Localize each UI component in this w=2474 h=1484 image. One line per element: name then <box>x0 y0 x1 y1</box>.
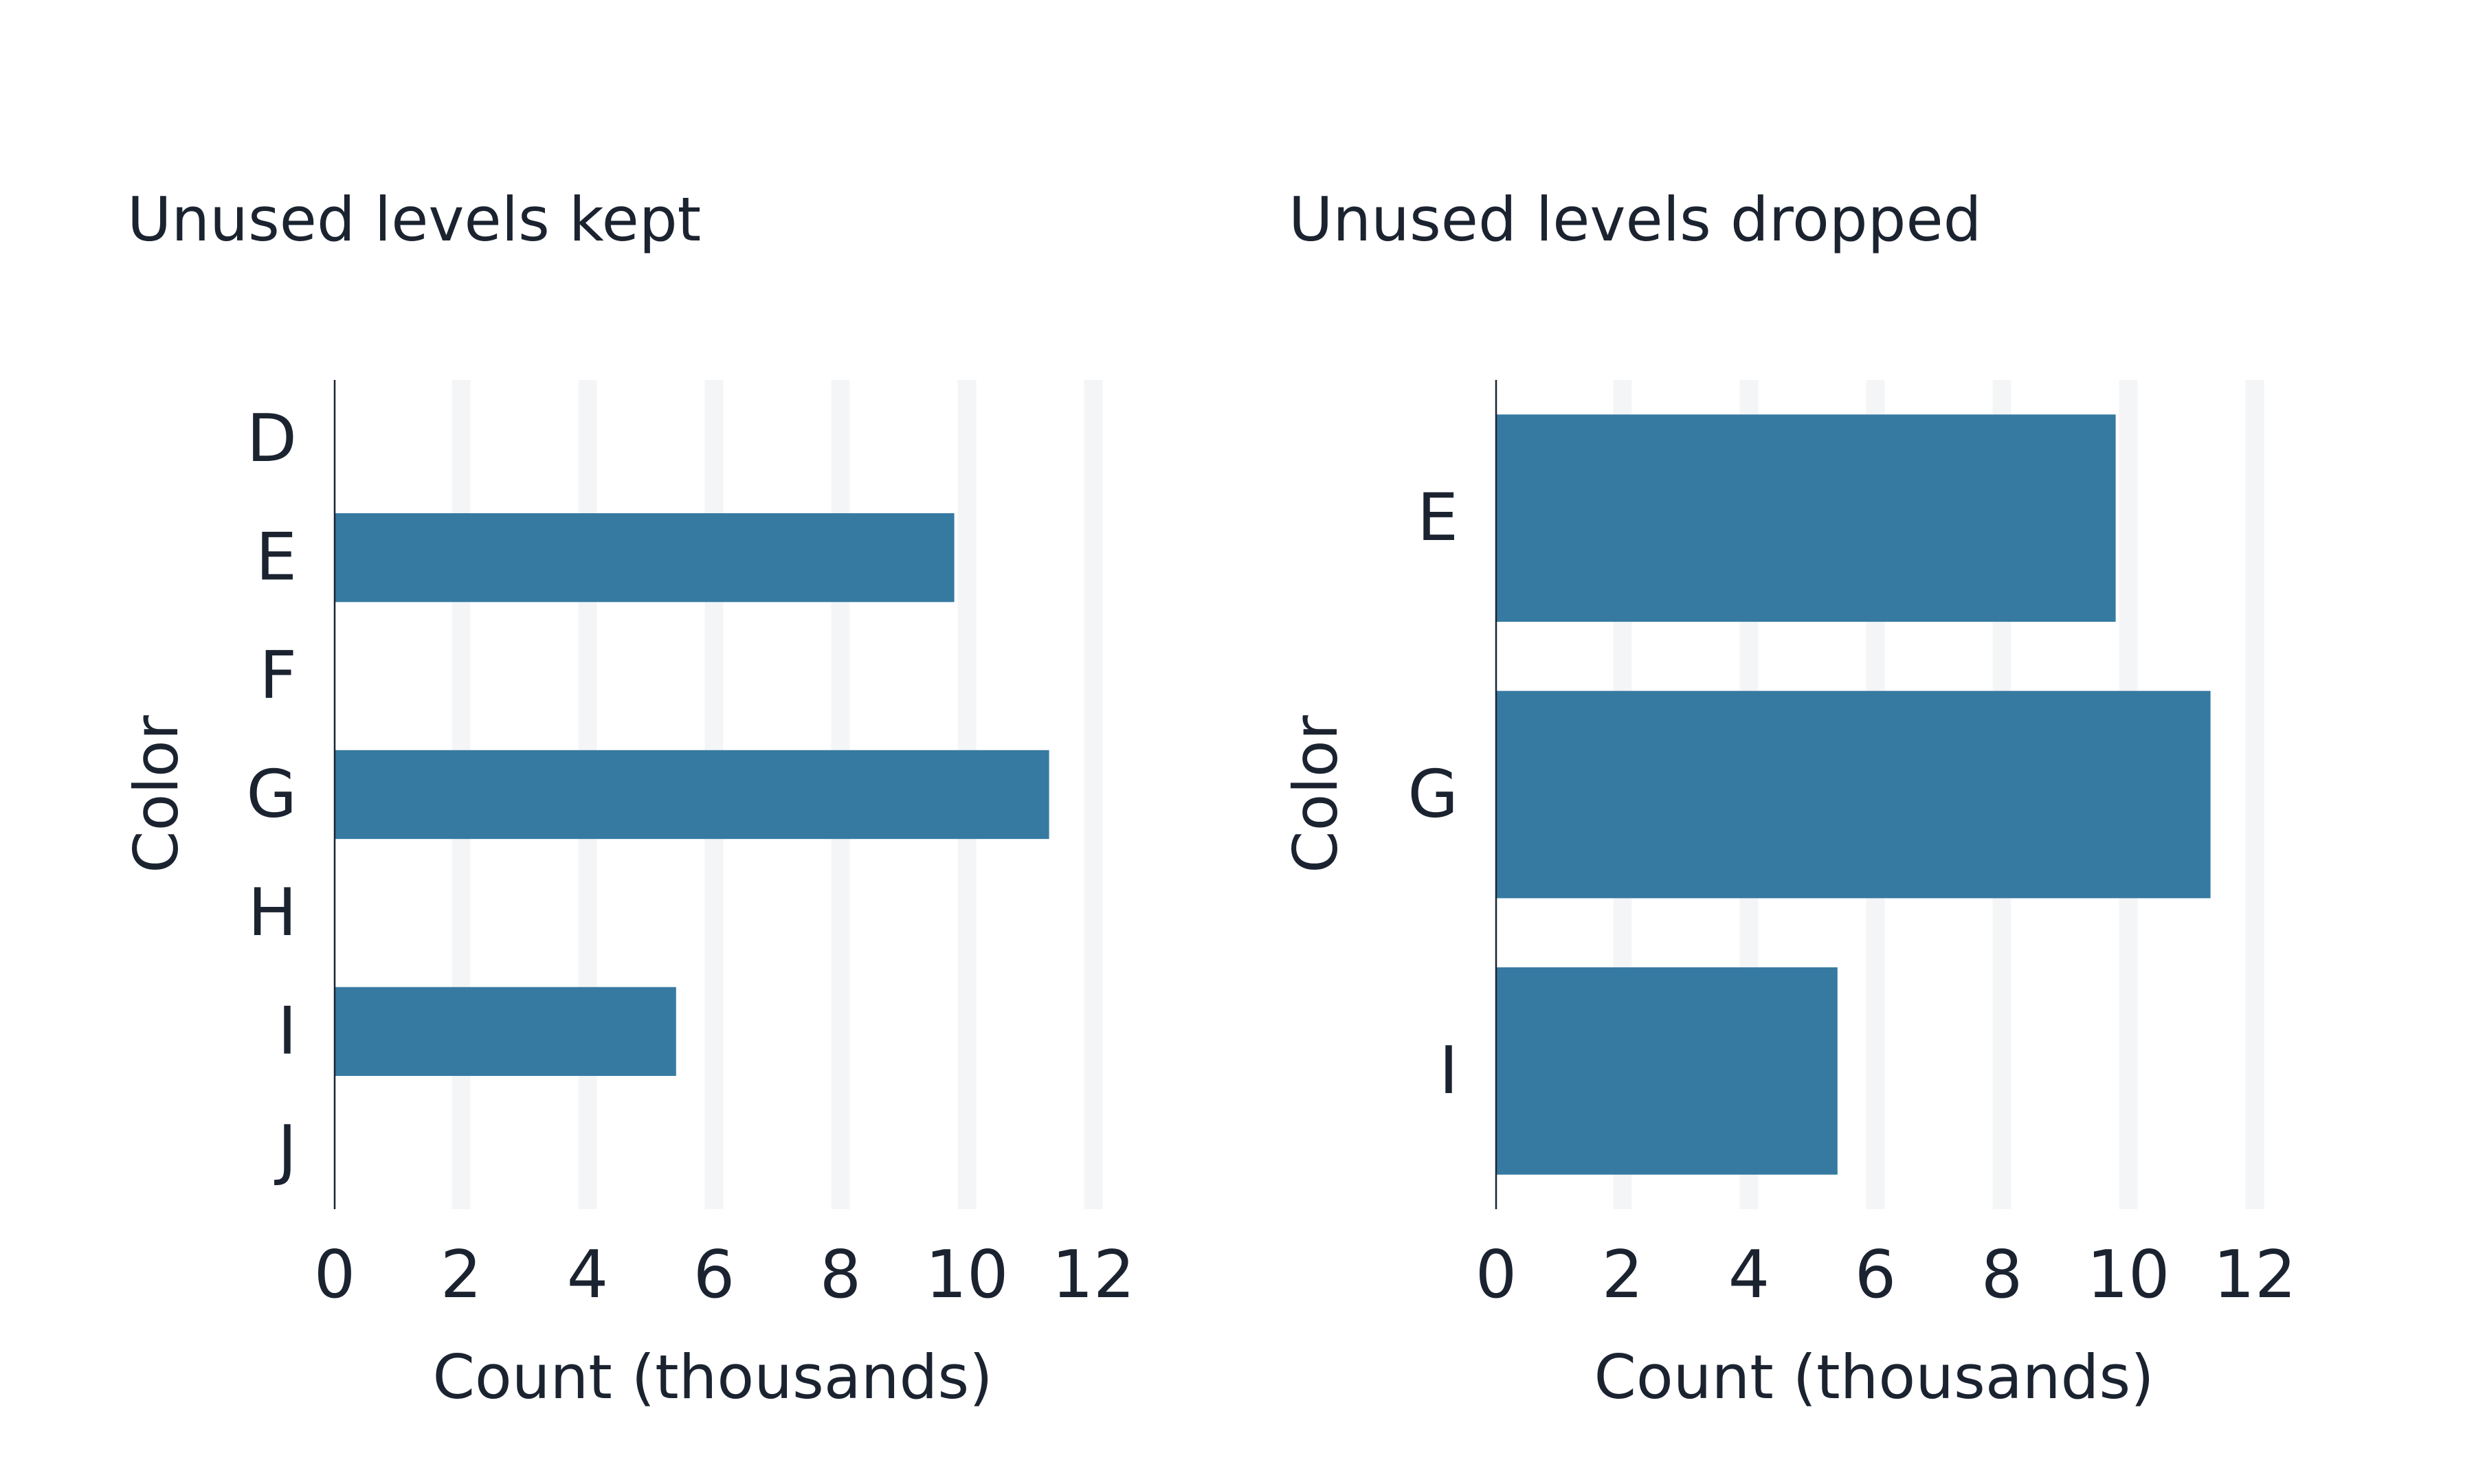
x-tick-label: 4 <box>567 1237 608 1313</box>
x-tick-label: 6 <box>693 1237 735 1313</box>
chart-title: Unused levels kept <box>127 184 701 255</box>
y-tick-labels: E G I <box>1407 480 1458 1109</box>
x-axis-label: Count (thousands) <box>432 1342 992 1413</box>
x-tick-label: 2 <box>441 1237 482 1313</box>
bar-G <box>1496 690 2211 899</box>
bars <box>335 513 1049 1077</box>
x-tick-label: 10 <box>2087 1237 2170 1313</box>
x-tick-label: 12 <box>1052 1237 1135 1313</box>
x-tick-labels: 0 2 4 6 8 10 12 <box>1475 1237 2297 1313</box>
y-tick-label: J <box>274 1112 297 1188</box>
x-tick-label: 2 <box>1602 1237 1643 1313</box>
bar-I <box>1496 967 1838 1175</box>
x-tick-label: 4 <box>1728 1237 1770 1313</box>
y-tick-label: E <box>1417 480 1458 556</box>
y-axis-label: Color <box>121 715 192 873</box>
x-tick-label: 10 <box>926 1237 1009 1313</box>
bars <box>1496 414 2211 1175</box>
x-tick-label: 8 <box>820 1237 861 1313</box>
chart-title: Unused levels dropped <box>1289 184 1982 255</box>
x-tick-labels: 0 2 4 6 8 10 12 <box>314 1237 1135 1313</box>
y-tick-label: I <box>1439 1033 1458 1109</box>
y-axis-label: Color <box>1280 715 1351 873</box>
bar-E <box>1496 414 2116 622</box>
x-tick-label: 8 <box>1981 1237 2022 1313</box>
x-tick-label: 6 <box>1855 1237 1896 1313</box>
bar-G <box>335 750 1049 840</box>
y-tick-label: E <box>256 520 297 596</box>
bar-E <box>335 513 955 603</box>
y-tick-label: F <box>259 638 297 714</box>
y-tick-label: I <box>278 993 297 1069</box>
y-tick-label: D <box>247 401 297 477</box>
y-tick-label: H <box>248 875 297 951</box>
chart-panel-unused-levels-dropped: Unused levels dropped 0 2 4 6 8 10 12 E G I Coun… <box>1280 184 2296 1413</box>
y-tick-label: G <box>1407 757 1458 833</box>
x-axis-label: Count (thousands) <box>1594 1342 2154 1413</box>
x-tick-label: 0 <box>314 1237 355 1313</box>
x-tick-label: 12 <box>2214 1237 2297 1313</box>
y-tick-label: G <box>246 757 297 833</box>
x-tick-label: 0 <box>1475 1237 1517 1313</box>
bar-I <box>335 987 676 1077</box>
